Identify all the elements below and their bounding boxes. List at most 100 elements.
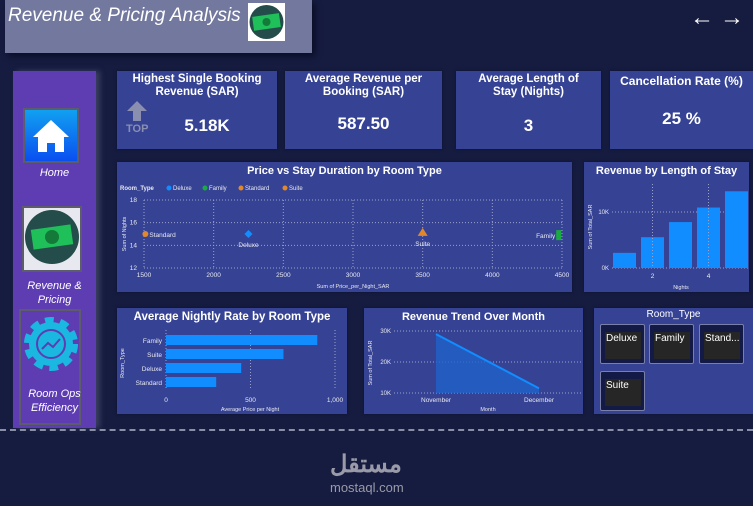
bar — [166, 349, 284, 359]
kpi-title: Average Revenue per Booking (SAR) — [304, 73, 423, 98]
x-axis-label: Nights — [673, 285, 689, 291]
y-tick-label: Suite — [147, 352, 162, 359]
sidebar-label-revenue: Revenue & Pricing — [27, 280, 82, 306]
data-point — [142, 231, 149, 237]
x-tick-label: 0 — [164, 397, 168, 404]
y-tick-label: 0K — [602, 266, 609, 272]
x-tick-label: 2000 — [206, 272, 221, 279]
x-tick-label: 1500 — [137, 272, 152, 279]
x-axis-label: Month — [480, 407, 495, 413]
sidebar-item-revenue[interactable] — [22, 206, 82, 272]
kpi-avg-stay: Average Length of Stay (Nights) 3 — [456, 71, 601, 149]
x-tick-label: December — [524, 397, 555, 404]
x-tick-label: 3500 — [415, 272, 430, 279]
y-tick-label: Deluxe — [142, 366, 163, 373]
data-label: Standard — [149, 232, 176, 239]
y-axis-label: Sum of Total_SAR — [588, 205, 594, 250]
data-label: Deluxe — [238, 242, 259, 249]
legend-label: Standard — [245, 186, 269, 192]
y-axis-label: Room_Type — [120, 348, 126, 378]
gear-chart-icon — [24, 317, 78, 371]
nightly-rate-chart[interactable]: 0 500 1,000 Family Suite Deluxe Standard Averag… — [117, 308, 347, 414]
option-label: Family — [654, 332, 690, 359]
data-point — [556, 230, 562, 241]
divider — [0, 429, 753, 431]
bar — [725, 191, 748, 268]
bar — [166, 377, 217, 387]
trend-line — [435, 333, 540, 390]
y-tick-label: Standard — [136, 380, 163, 387]
trend-card: Revenue Trend Over Month 10K 20K 30K Novemb… — [364, 308, 583, 414]
option-label: Stand... — [704, 332, 740, 359]
y-tick-label: 18 — [130, 197, 138, 204]
data-label: Family — [536, 233, 556, 240]
sidebar-item-room-ops[interactable] — [19, 309, 81, 425]
y-tick-label: 16 — [130, 220, 138, 227]
x-tick-label: November — [421, 397, 452, 404]
x-tick-label: 500 — [245, 397, 256, 404]
sidebar: Home Revenue & Pricing Room Ops Efficien… — [13, 71, 96, 428]
kpi-title: Highest Single Booking Revenue (SAR) — [132, 73, 262, 98]
legend-label: Family — [209, 186, 227, 192]
top-badge: TOP — [126, 123, 149, 135]
stay-revenue-chart[interactable]: 0K 10K 2 4 Nights Sum of Total_SAR — [584, 162, 749, 292]
y-tick-label: 20K — [380, 360, 391, 366]
area-fill — [436, 334, 539, 393]
nightly-rate-card: Average Nightly Rate by Room Type 0 500 1,… — [117, 308, 347, 414]
x-tick-label: 3000 — [346, 272, 361, 279]
y-tick-label: Family — [143, 338, 163, 345]
chart-title: Average Nightly Rate by Room Type — [133, 311, 331, 323]
legend-title: Room_Type — [120, 186, 155, 192]
legend-marker — [282, 185, 288, 191]
trend-chart[interactable]: 10K 20K 30K November December Month Sum of Tot… — [364, 308, 583, 414]
y-tick-label: 14 — [130, 242, 138, 249]
stay-revenue-card: Revenue by Length of Stay 0K 10K 2 4 Nights S… — [584, 162, 749, 292]
kpi-value: 5.18K — [184, 116, 230, 135]
forward-arrow-icon[interactable]: → — [720, 4, 744, 31]
sidebar-label-home: Home — [39, 167, 70, 179]
data-point — [244, 230, 253, 238]
x-tick-label: 1,000 — [327, 397, 344, 404]
legend-label: Deluxe — [173, 186, 192, 192]
kpi-title: Cancellation Rate (%) — [620, 74, 743, 88]
kpi-avg-revenue: Average Revenue per Booking (SAR) 587.50 — [285, 71, 442, 149]
home-icon — [33, 120, 69, 152]
sidebar-label-room-ops: Room Ops Efficiency — [28, 388, 81, 414]
scatter-card: Price vs Stay Duration by Room Type 1500… — [117, 162, 572, 292]
money-icon — [248, 3, 285, 41]
x-tick-label: 4 — [707, 273, 711, 280]
kpi-value: 25 % — [662, 109, 701, 128]
x-tick-label: 2 — [651, 273, 655, 280]
watermark-logo: مستقل — [330, 451, 402, 478]
x-tick-label: 2500 — [276, 272, 291, 279]
x-tick-label: 4500 — [555, 272, 570, 279]
slicer-title: Room_Type — [646, 309, 701, 320]
y-tick-label: 30K — [380, 329, 391, 335]
back-arrow-icon[interactable]: ← — [690, 4, 714, 31]
kpi-cancellation: Cancellation Rate (%) 25 % — [610, 71, 753, 149]
bar — [166, 363, 242, 373]
legend-label: Suite — [289, 186, 303, 192]
watermark-url: mostaql.com — [330, 480, 404, 495]
option-label: Suite — [605, 379, 641, 406]
legend-marker — [238, 185, 244, 191]
data-point — [417, 227, 428, 236]
slicer-option-standard[interactable]: Stand... — [699, 324, 744, 364]
money-icon — [25, 210, 79, 264]
option-label: Deluxe — [605, 332, 641, 359]
x-tick-label: 4000 — [485, 272, 500, 279]
scatter-chart[interactable]: 1500 2000 2500 3000 3500 4000 4500 12 14 16 18 Sum … — [117, 162, 572, 292]
kpi-highest-booking: Highest Single Booking Revenue (SAR) TOP… — [117, 71, 277, 149]
x-axis-label: Sum of Price_per_Night_SAR — [317, 284, 390, 290]
slicer-option-family[interactable]: Family — [649, 324, 694, 364]
legend-marker — [202, 185, 208, 191]
bar — [166, 335, 318, 345]
bar — [641, 237, 664, 268]
slicer-option-suite[interactable]: Suite — [600, 371, 645, 411]
sidebar-item-home[interactable] — [23, 108, 79, 163]
bar — [613, 252, 636, 268]
data-label: Suite — [415, 241, 430, 248]
slicer-option-deluxe[interactable]: Deluxe — [600, 324, 645, 364]
y-axis-label: Sum of Total_SAR — [368, 341, 374, 386]
chart-title: Price vs Stay Duration by Room Type — [247, 165, 442, 177]
